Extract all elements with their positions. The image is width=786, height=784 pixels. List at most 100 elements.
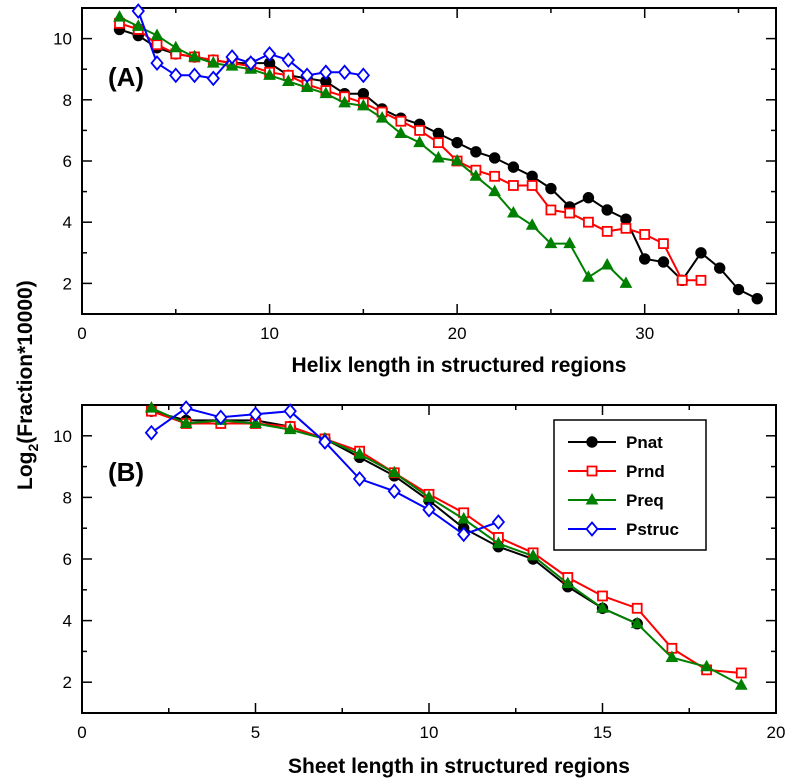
panel-a-point-preq: [150, 28, 164, 41]
panel-a-point-pnat: [545, 182, 557, 195]
panel-b-y-tick-label: 6: [63, 550, 72, 569]
panel-a-x-tick-label: 20: [448, 324, 467, 343]
panel-a-y-tick-label: 4: [63, 213, 72, 232]
panel-a-point-preq: [544, 236, 558, 249]
panel-b-y-tick-label: 8: [63, 488, 72, 507]
panel-a-point-pnat: [488, 152, 501, 164]
panel-a-point-pnat: [451, 136, 463, 149]
panel-a-point-preq: [525, 218, 539, 230]
panel-a-point-prnd: [564, 207, 576, 219]
panel-b-point-preq: [457, 511, 471, 524]
panel-a-x-tick-label: 0: [77, 324, 86, 343]
panel-a-point-pstruc: [281, 52, 296, 68]
panel-a-point-preq: [619, 276, 633, 288]
panel-a-point-preq: [375, 111, 389, 123]
panel-a-point-preq: [413, 135, 426, 148]
panel-b-legend-marker-preq: [585, 492, 599, 505]
panel-a-point-pnat: [601, 204, 613, 216]
panel-a-point-preq: [169, 40, 183, 53]
panel-b-x-tick-label: 0: [77, 723, 86, 742]
y-axis-title-sub: 2: [25, 444, 41, 452]
panel-a-point-preq: [319, 86, 333, 99]
panel-a-point-preq: [450, 153, 464, 166]
panel-b-point-pstruc: [248, 406, 263, 423]
panel-a-point-pnat: [751, 293, 763, 305]
panel-a-point-preq: [188, 49, 201, 62]
y-axis-title-main: Log: [14, 452, 37, 490]
panel-a-point-preq: [113, 10, 126, 22]
panel-a-label: (A): [108, 62, 144, 92]
panel-a-point-pnat: [620, 213, 632, 225]
panel-a-point-pnat: [657, 256, 670, 268]
panel-a-x-axis-title: Helix length in structured regions: [292, 354, 627, 377]
panel-b-series-preq: [145, 401, 748, 690]
panel-a-point-preq: [600, 258, 614, 270]
panel-b-point-preq: [145, 401, 158, 413]
panel-a-point-prnd: [526, 180, 538, 191]
panel-a-point-preq: [507, 205, 520, 218]
panel-a-point-prnd: [639, 229, 651, 240]
panel-a-point-pstruc: [150, 55, 164, 71]
panel-b-point-pstruc: [422, 501, 436, 518]
panel-a-point-pnat: [526, 170, 538, 183]
panel-a-point-pstruc: [300, 67, 314, 84]
panel-b-legend-label-pnat: Pnat: [626, 433, 663, 452]
panel-a-series-prnd: [114, 17, 707, 286]
panel-a-x-tick-label: 30: [635, 324, 654, 343]
panel-a-point-prnd: [432, 137, 444, 149]
panel-a-point-prnd: [489, 170, 501, 182]
panel-a-point-pstruc: [356, 67, 371, 84]
panel-a-point-pnat: [714, 262, 726, 274]
panel-b-point-pstruc: [283, 403, 297, 420]
panel-b-point-prnd: [597, 590, 608, 602]
panel-a-point-prnd: [151, 39, 163, 51]
panel-b-legend: Pnat Prnd Preq Pstruc: [553, 419, 707, 551]
panel-b-point-prnd: [735, 667, 747, 679]
panel-a-point-pstruc: [337, 64, 352, 81]
panel-a-point-pstruc: [262, 46, 277, 62]
panel-a-series-pstruc: [131, 3, 371, 87]
panel-b-legend-marker-pnat: [586, 436, 598, 448]
panel-b-legend-label-preq: Preq: [626, 491, 664, 510]
panel-b-y-tick-label: 4: [63, 612, 72, 631]
panel-b-point-preq: [700, 659, 713, 672]
panel-a-point-pstruc: [206, 70, 220, 87]
y-axis-title: Log2(Fraction*10000): [14, 280, 41, 490]
panel-a-point-prnd: [583, 216, 594, 228]
panel-a-y-tick-label: 2: [63, 274, 72, 293]
panel-a-point-pnat: [639, 253, 651, 265]
panel-b-x-tick-label: 20: [767, 723, 786, 742]
panel-a-y-tick-label: 10: [53, 30, 72, 49]
panel-a-point-prnd: [414, 125, 426, 136]
panel-a-point-preq: [563, 236, 577, 249]
panel-a-point-preq: [432, 150, 445, 163]
panel-a-point-prnd: [508, 180, 519, 191]
panel-b: 0 5 10 15 20 2 4 6 8 10 Sheet length in structured…: [53, 400, 786, 778]
panel-b-x-axis-title: Sheet length in structured regions: [288, 755, 630, 778]
panel-b-y-tick-label: 2: [63, 673, 72, 692]
panel-b-point-preq: [283, 422, 297, 435]
panel-a-point-pstruc: [225, 49, 239, 65]
panel-b-point-preq: [422, 490, 436, 502]
panel-b-y-tick-label: 10: [53, 427, 72, 446]
panel-a-y-tick-label: 6: [63, 152, 72, 171]
panel-a-point-prnd: [620, 222, 632, 234]
panel-b-point-prnd: [631, 602, 643, 614]
panel-a-point-pnat: [582, 192, 595, 204]
panel-a-point-pnat: [695, 247, 707, 259]
panel-a-point-pnat: [470, 146, 482, 158]
panel-a-point-preq: [357, 98, 370, 111]
panel-b-x-tick-label: 15: [593, 723, 612, 742]
panel-a-line-preq: [119, 16, 627, 285]
panel-b-point-pstruc: [387, 483, 401, 500]
panel-a-point-pstruc: [169, 67, 183, 84]
panel-a-point-prnd: [545, 204, 557, 216]
panel-b-legend-label-pstruc: Pstruc: [626, 520, 679, 539]
panel-a-point-prnd: [395, 115, 407, 127]
panel-a-point-preq: [338, 95, 351, 108]
panel-b-point-preq: [353, 447, 366, 459]
panel-b-point-preq: [526, 548, 540, 561]
panel-b-point-preq: [630, 616, 644, 629]
panel-b-point-preq: [387, 465, 401, 478]
panel-a-point-pnat: [507, 161, 520, 173]
